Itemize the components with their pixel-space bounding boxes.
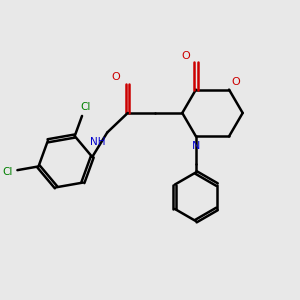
Text: O: O (232, 77, 240, 87)
Text: Cl: Cl (3, 167, 13, 177)
Text: O: O (182, 50, 190, 61)
Text: O: O (112, 72, 120, 82)
Text: N: N (192, 141, 200, 151)
Text: NH: NH (90, 137, 105, 147)
Text: Cl: Cl (80, 102, 91, 112)
